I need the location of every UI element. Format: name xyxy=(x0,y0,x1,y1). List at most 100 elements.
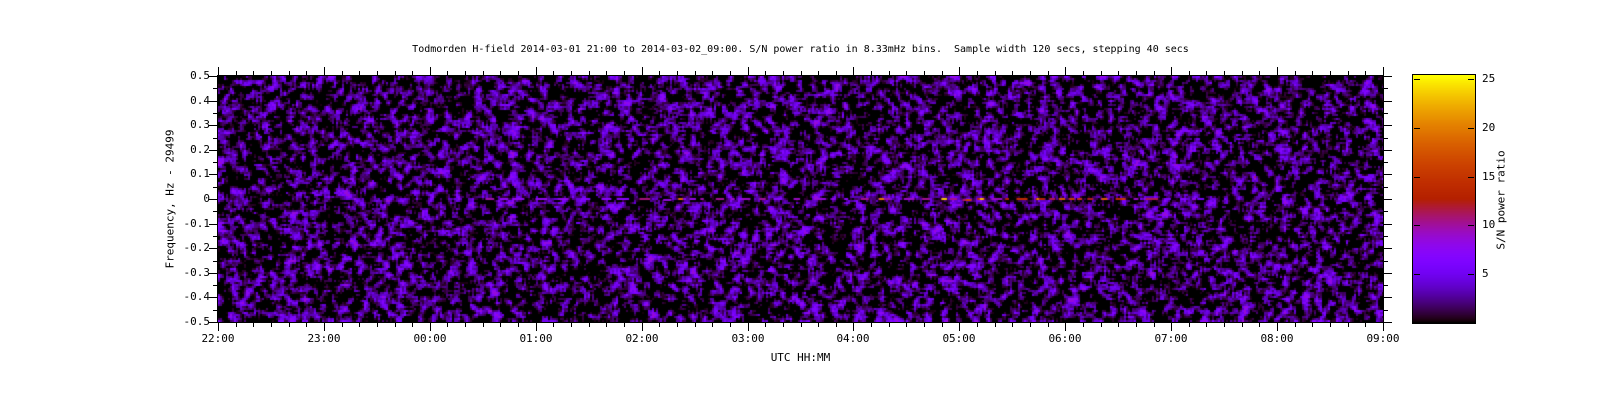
y-minor-tick-left xyxy=(213,113,217,114)
y-minor-tick-left xyxy=(213,187,217,188)
y-minor-tick-right xyxy=(1384,88,1388,89)
x-minor-tick-bottom xyxy=(271,323,272,327)
x-minor-tick-bottom xyxy=(1242,323,1243,327)
x-minor-tick-top xyxy=(871,71,872,75)
y-tick-label: 0 xyxy=(203,192,210,205)
x-minor-tick-top xyxy=(1136,71,1137,75)
x-major-tick-top xyxy=(1277,67,1278,75)
y-major-tick-left xyxy=(209,199,217,200)
x-minor-tick-bottom xyxy=(518,323,519,327)
x-minor-tick-bottom xyxy=(1189,323,1190,327)
y-major-tick-right xyxy=(1384,150,1392,151)
x-major-tick-bottom xyxy=(1383,323,1384,331)
x-minor-tick-top xyxy=(836,71,837,75)
x-minor-tick-top xyxy=(1224,71,1225,75)
x-minor-tick-top xyxy=(518,71,519,75)
colorbar-tick-label: 25 xyxy=(1482,72,1496,85)
y-major-tick-left xyxy=(209,273,217,274)
x-minor-tick-top xyxy=(1295,71,1296,75)
x-minor-tick-top xyxy=(571,71,572,75)
x-minor-tick-bottom xyxy=(677,323,678,327)
x-minor-tick-top xyxy=(412,71,413,75)
x-minor-tick-top xyxy=(236,71,237,75)
x-tick-label: 23:00 xyxy=(307,332,341,345)
x-major-tick-bottom xyxy=(748,323,749,331)
x-minor-tick-top xyxy=(712,71,713,75)
y-tick-label: 0.2 xyxy=(190,143,210,156)
y-minor-tick-left xyxy=(213,310,217,311)
x-minor-tick-bottom xyxy=(1259,323,1260,327)
x-minor-tick-bottom xyxy=(483,323,484,327)
y-tick-label: -0.5 xyxy=(183,315,211,328)
x-minor-tick-bottom xyxy=(1224,323,1225,327)
x-axis-label: UTC HH:MM xyxy=(770,351,831,364)
x-minor-tick-bottom xyxy=(1101,323,1102,327)
x-minor-tick-top xyxy=(818,71,819,75)
colorbar-tick-label: 20 xyxy=(1482,121,1496,134)
y-major-tick-right xyxy=(1384,101,1392,102)
x-minor-tick-bottom xyxy=(1154,323,1155,327)
x-minor-tick-top xyxy=(677,71,678,75)
x-minor-tick-top xyxy=(377,71,378,75)
y-major-tick-left xyxy=(209,297,217,298)
spectrogram-canvas xyxy=(218,76,1383,322)
x-minor-tick-top xyxy=(553,71,554,75)
y-tick-label: 0.3 xyxy=(190,118,210,131)
x-minor-tick-bottom xyxy=(624,323,625,327)
y-minor-tick-left xyxy=(213,162,217,163)
x-major-tick-top xyxy=(536,67,537,75)
x-minor-tick-top xyxy=(765,71,766,75)
y-major-tick-left xyxy=(209,76,217,77)
x-minor-tick-bottom xyxy=(571,323,572,327)
x-minor-tick-top xyxy=(801,71,802,75)
x-minor-tick-top xyxy=(1259,71,1260,75)
x-major-tick-bottom xyxy=(430,323,431,331)
x-major-tick-bottom xyxy=(853,323,854,331)
x-minor-tick-top xyxy=(1048,71,1049,75)
x-minor-tick-top xyxy=(624,71,625,75)
x-major-tick-bottom xyxy=(536,323,537,331)
y-major-tick-right xyxy=(1384,199,1392,200)
x-minor-tick-bottom xyxy=(1083,323,1084,327)
x-minor-tick-top xyxy=(1348,71,1349,75)
x-minor-tick-top xyxy=(924,71,925,75)
colorbar-tick-label: 10 xyxy=(1482,218,1496,231)
x-minor-tick-bottom xyxy=(1136,323,1137,327)
x-minor-tick-top xyxy=(342,71,343,75)
x-minor-tick-top xyxy=(977,71,978,75)
x-tick-label: 01:00 xyxy=(519,332,553,345)
x-minor-tick-top xyxy=(1242,71,1243,75)
x-minor-tick-top xyxy=(589,71,590,75)
y-major-tick-right xyxy=(1384,125,1392,126)
x-minor-tick-bottom xyxy=(942,323,943,327)
y-major-tick-left xyxy=(209,248,217,249)
x-minor-tick-top xyxy=(395,71,396,75)
x-minor-tick-bottom xyxy=(253,323,254,327)
x-minor-tick-bottom xyxy=(995,323,996,327)
y-tick-label: 0.5 xyxy=(190,69,210,82)
colorbar-tick-left xyxy=(1414,274,1420,275)
colorbar-tick-left xyxy=(1414,79,1420,80)
x-tick-label: 07:00 xyxy=(1154,332,1188,345)
y-minor-tick-right xyxy=(1384,211,1388,212)
y-major-tick-right xyxy=(1384,297,1392,298)
y-major-tick-right xyxy=(1384,224,1392,225)
colorbar-tick-right xyxy=(1468,274,1474,275)
x-major-tick-top xyxy=(853,67,854,75)
x-minor-tick-top xyxy=(253,71,254,75)
x-minor-tick-bottom xyxy=(695,323,696,327)
x-minor-tick-bottom xyxy=(712,323,713,327)
y-minor-tick-right xyxy=(1384,310,1388,311)
x-minor-tick-top xyxy=(942,71,943,75)
x-minor-tick-top xyxy=(1012,71,1013,75)
colorbar xyxy=(1412,74,1476,324)
x-major-tick-top xyxy=(959,67,960,75)
x-minor-tick-top xyxy=(1365,71,1366,75)
x-minor-tick-top xyxy=(1118,71,1119,75)
x-minor-tick-bottom xyxy=(1206,323,1207,327)
y-major-tick-right xyxy=(1384,322,1392,323)
y-minor-tick-right xyxy=(1384,285,1388,286)
y-tick-label: -0.3 xyxy=(183,266,211,279)
x-major-tick-top xyxy=(324,67,325,75)
